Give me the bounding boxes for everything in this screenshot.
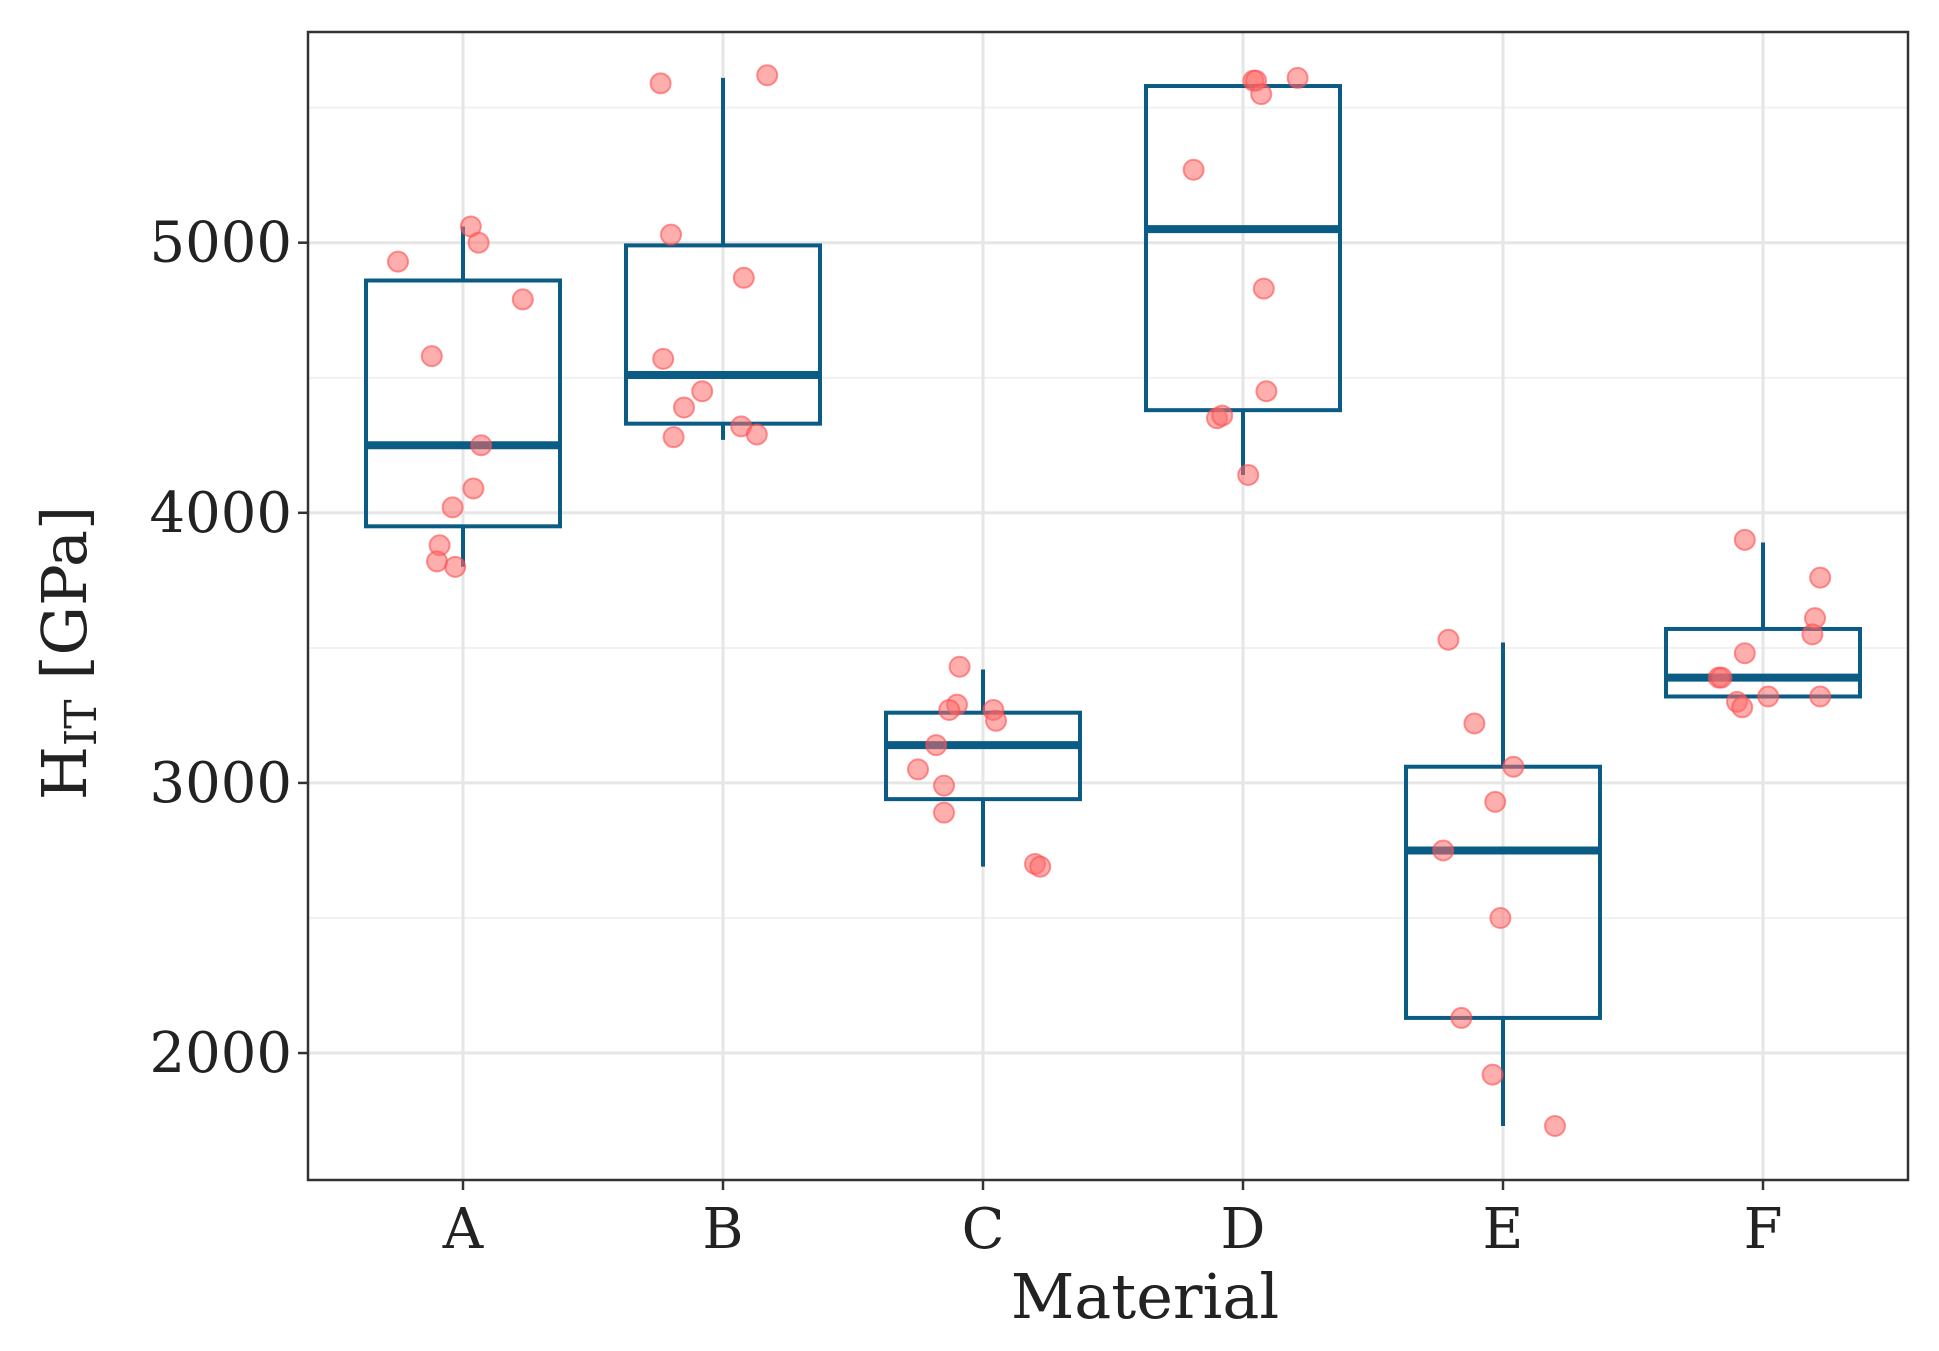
- point-C-21: [948, 655, 971, 678]
- point-C-29: [933, 801, 955, 824]
- x-tick-label-E: E: [1483, 1197, 1524, 1262]
- box-iqr-D: [1144, 84, 1342, 413]
- point-F-59: [1731, 696, 1754, 719]
- y-axis-title-subscript: IT: [56, 699, 107, 746]
- point-D-34: [1286, 66, 1309, 89]
- x-tick-label-A: A: [442, 1197, 484, 1262]
- point-C-27: [907, 758, 929, 781]
- point-D-38: [1255, 380, 1278, 403]
- point-A-5: [470, 434, 493, 457]
- plot-panel-border: [306, 30, 1910, 1182]
- point-D-41: [1237, 463, 1260, 486]
- point-C-23: [938, 698, 961, 721]
- point-E-46: [1432, 839, 1455, 862]
- y-tick-label-3000: 3000: [149, 751, 292, 816]
- point-E-49: [1481, 1063, 1504, 1086]
- point-F-61: [1809, 685, 1832, 708]
- y-tick-label-5000: 5000: [149, 211, 292, 276]
- point-B-19: [745, 423, 768, 446]
- x-axis-title: Material: [1011, 1260, 1279, 1333]
- boxes: [364, 77, 1862, 1126]
- point-B-17: [673, 396, 695, 419]
- point-B-14: [732, 266, 755, 289]
- point-A-6: [462, 477, 485, 500]
- point-E-50: [1544, 1114, 1566, 1137]
- point-B-15: [652, 347, 675, 370]
- point-F-51: [1733, 528, 1756, 551]
- box-B: [624, 77, 822, 440]
- point-D-37: [1252, 277, 1275, 300]
- point-B-16: [691, 380, 714, 403]
- point-C-28: [933, 774, 955, 797]
- point-A-4: [420, 345, 443, 368]
- point-E-44: [1502, 755, 1525, 778]
- box-D: [1144, 84, 1342, 475]
- y-tick-label-2000: 2000: [149, 1021, 292, 1086]
- point-E-48: [1450, 1006, 1473, 1029]
- point-F-52: [1809, 566, 1832, 589]
- box-A: [364, 226, 562, 567]
- point-B-12: [756, 64, 779, 87]
- point-B-11: [649, 72, 672, 95]
- point-F-60: [1757, 685, 1780, 708]
- point-B-20: [662, 426, 685, 449]
- point-A-7: [441, 496, 464, 519]
- point-A-2: [467, 231, 490, 254]
- point-E-42: [1437, 628, 1460, 651]
- point-F-57: [1710, 666, 1733, 689]
- point-D-40: [1211, 404, 1234, 427]
- x-tick-label-F: F: [1744, 1197, 1783, 1262]
- y-axis-title-unit: [GPa]: [28, 506, 101, 700]
- point-C-31: [1029, 855, 1052, 878]
- box-iqr-B: [624, 243, 822, 426]
- point-A-10: [444, 555, 467, 578]
- y-axis-title-main: H: [28, 746, 101, 800]
- point-D-36: [1182, 158, 1205, 181]
- point-B-13: [660, 223, 682, 246]
- point-E-47: [1489, 906, 1512, 929]
- y-axis-title: HIT [GPa]: [28, 506, 107, 800]
- box-iqr-A: [364, 278, 562, 529]
- point-E-43: [1463, 712, 1486, 735]
- point-C-25: [985, 709, 1007, 732]
- x-tick-label-D: D: [1221, 1197, 1266, 1262]
- point-C-26: [925, 734, 948, 757]
- point-E-45: [1484, 790, 1507, 813]
- y-tick-label-4000: 4000: [149, 481, 292, 546]
- point-D-35: [1250, 83, 1273, 106]
- axes: 2000 3000 4000 5000 A B C D E F: [149, 211, 1782, 1262]
- x-tick-label-C: C: [962, 1197, 1005, 1262]
- point-A-9: [426, 550, 448, 573]
- point-A-3: [511, 288, 534, 311]
- point-A-0: [387, 250, 409, 273]
- x-tick-label-B: B: [702, 1197, 743, 1262]
- point-F-55: [1733, 642, 1756, 665]
- point-F-54: [1801, 623, 1824, 646]
- data-points: [387, 64, 1832, 1137]
- grid-lines: [308, 32, 1908, 1180]
